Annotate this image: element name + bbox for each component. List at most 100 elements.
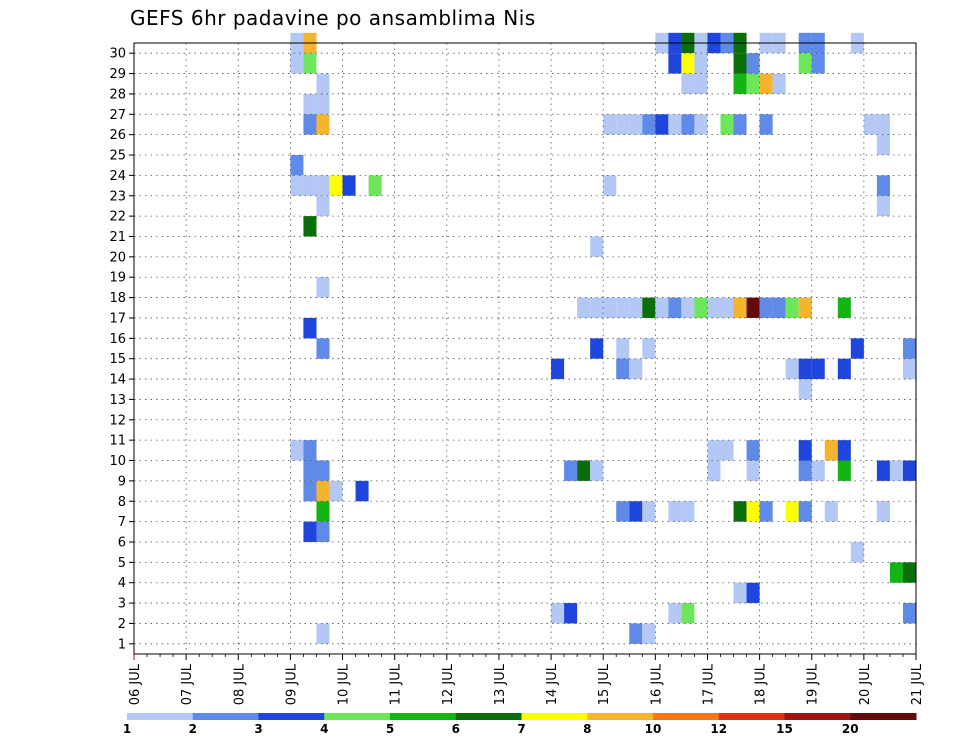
- y-tick-label: 25: [109, 149, 126, 164]
- y-tick-label: 11: [109, 434, 126, 449]
- heatmap-cell: [629, 297, 643, 318]
- y-axis: 1234567891011121314151617181920212223242…: [109, 47, 134, 652]
- legend-swatch: [587, 713, 654, 720]
- heatmap-cell: [316, 480, 330, 502]
- heatmap-cell: [629, 501, 643, 522]
- y-tick-label: 18: [109, 291, 126, 306]
- x-tick-label: 11 JUL: [389, 663, 404, 705]
- x-tick-label: 17 JUL: [701, 663, 716, 705]
- heatmap-cell: [902, 460, 916, 481]
- heatmap-cell: [668, 603, 682, 624]
- x-tick-label: 19 JUL: [806, 663, 821, 705]
- y-tick-label: 20: [109, 250, 126, 265]
- heatmap-cell: [720, 297, 734, 318]
- y-tick-label: 5: [118, 556, 126, 571]
- heatmap-cell: [863, 114, 877, 135]
- heatmap-cell: [681, 53, 695, 74]
- heatmap-cell: [642, 623, 656, 644]
- heatmap-cell: [616, 358, 630, 380]
- heatmap-cell: [316, 195, 330, 217]
- y-tick-label: 22: [109, 210, 126, 225]
- grid-lines: [134, 43, 916, 654]
- heatmap-cell: [355, 480, 369, 502]
- heatmap-cell: [329, 175, 343, 196]
- heatmap-cell: [850, 541, 864, 563]
- heatmap-cell: [694, 53, 708, 74]
- x-tick-label: 08 JUL: [232, 663, 247, 705]
- heatmap-cell: [681, 73, 695, 94]
- heatmap-cell: [629, 358, 643, 380]
- heatmap-cell: [746, 297, 760, 318]
- heatmap-cell: [772, 73, 786, 94]
- heatmap-cells: [290, 32, 916, 644]
- y-tick-label: 1: [118, 637, 126, 652]
- heatmap-cell: [798, 297, 812, 318]
- heatmap-cell: [564, 603, 578, 624]
- heatmap-cell: [785, 358, 799, 380]
- heatmap-cell: [329, 480, 343, 502]
- heatmap-cell: [316, 521, 330, 542]
- y-tick-label: 21: [109, 230, 126, 245]
- legend-swatch: [127, 713, 194, 720]
- heatmap-cell: [342, 175, 356, 196]
- heatmap-cell: [733, 53, 747, 74]
- legend-swatch: [192, 713, 259, 720]
- heatmap-cell: [759, 73, 773, 94]
- y-tick-label: 2: [118, 617, 126, 632]
- y-tick-label: 9: [118, 474, 126, 489]
- heatmap-cell: [616, 338, 630, 359]
- heatmap-cell: [616, 501, 630, 522]
- heatmap-cell: [642, 297, 656, 318]
- heatmap-cell: [551, 358, 565, 380]
- heatmap-cell: [733, 297, 747, 318]
- y-tick-label: 7: [118, 515, 126, 530]
- heatmap-cell: [850, 338, 864, 359]
- x-tick-label: 10 JUL: [337, 663, 352, 705]
- heatmap-cell: [303, 216, 317, 237]
- heatmap-cell: [629, 114, 643, 135]
- heatmap-cell: [733, 501, 747, 522]
- legend-swatch: [324, 713, 391, 720]
- legend-swatch: [521, 713, 588, 720]
- heatmap-cell: [668, 297, 682, 318]
- y-tick-label: 16: [109, 332, 126, 347]
- heatmap-cell: [811, 53, 825, 74]
- legend-swatch: [653, 713, 720, 720]
- legend-label: 8: [583, 722, 591, 736]
- heatmap-cell: [759, 297, 773, 318]
- heatmap-cell: [876, 175, 890, 196]
- heatmap-cell: [303, 114, 317, 135]
- heatmap-cell: [316, 73, 330, 94]
- heatmap-cell: [785, 501, 799, 522]
- heatmap-cell: [316, 93, 330, 115]
- heatmap-cell: [290, 53, 304, 74]
- legend-swatch: [390, 713, 457, 720]
- legend-label: 7: [517, 722, 525, 736]
- heatmap-cell: [811, 358, 825, 380]
- heatmap-cell: [746, 440, 760, 461]
- legend-label: 12: [710, 722, 727, 736]
- heatmap-cell: [603, 175, 617, 196]
- heatmap-cell: [316, 175, 330, 196]
- legend-label: 20: [842, 722, 859, 736]
- y-tick-label: 6: [118, 535, 126, 550]
- heatmap-cell: [837, 460, 851, 481]
- heatmap-cell: [590, 297, 604, 318]
- heatmap-cell: [629, 623, 643, 644]
- legend-label: 6: [452, 722, 460, 736]
- heatmap-cell: [642, 114, 656, 135]
- heatmap-cell: [889, 460, 903, 481]
- heatmap-cell: [642, 501, 656, 522]
- heatmap-cell: [759, 501, 773, 522]
- heatmap-cell: [681, 501, 695, 522]
- heatmap-cell: [303, 175, 317, 196]
- x-tick-label: 20 JUL: [858, 663, 873, 705]
- heatmap-cell: [303, 440, 317, 461]
- legend-swatch: [258, 713, 325, 720]
- x-tick-label: 09 JUL: [284, 663, 299, 705]
- heatmap-cell: [759, 114, 773, 135]
- legend-label: 2: [189, 722, 197, 736]
- heatmap-cell: [668, 53, 682, 74]
- heatmap-cell: [798, 440, 812, 461]
